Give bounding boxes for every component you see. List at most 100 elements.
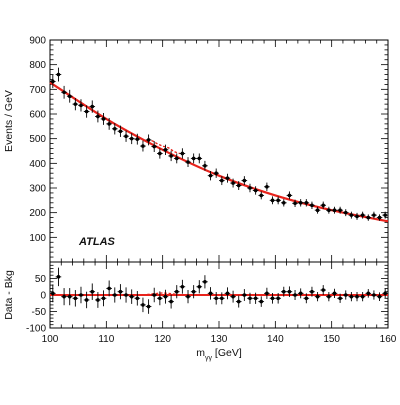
residual-data-marker: [141, 303, 145, 307]
main-data-marker: [253, 188, 258, 193]
residual-data-marker: [107, 286, 111, 291]
main-data-marker: [343, 210, 348, 215]
main-data-marker: [315, 208, 320, 212]
residual-data-point: [50, 284, 56, 303]
main-data-point: [331, 206, 338, 214]
residual-data-point: [123, 287, 129, 303]
residual-data-point: [190, 285, 197, 299]
main-data-marker: [152, 144, 157, 149]
main-data-point: [326, 206, 332, 214]
residual-data-marker: [51, 291, 55, 296]
residual-data-marker: [79, 293, 83, 297]
residual-data-point: [365, 289, 372, 298]
main-data-point: [252, 186, 259, 195]
residual-data-point: [134, 291, 141, 306]
main-data-marker: [349, 213, 354, 217]
main-data-point: [55, 67, 62, 82]
main-data-point: [145, 134, 152, 146]
residual-data-point: [213, 292, 219, 305]
residual-data-marker: [360, 294, 365, 299]
main-data-marker: [383, 213, 387, 217]
main-data-point: [303, 199, 310, 207]
xtick-label: 120: [154, 334, 171, 345]
residual-data-marker: [253, 296, 258, 301]
main-data-marker: [107, 122, 111, 126]
main-data-point: [275, 196, 281, 205]
residual-data-marker: [174, 289, 179, 294]
main-data-marker: [242, 178, 247, 183]
residual-data-point: [297, 288, 304, 299]
main-data-marker: [124, 134, 128, 138]
main-data-marker: [141, 144, 145, 148]
y-axis-label-residual: Data - Bkg: [3, 270, 15, 320]
main-data-marker: [197, 156, 202, 161]
residual-data-marker: [101, 296, 106, 301]
residual-data-point: [264, 287, 270, 299]
main-data-marker: [169, 154, 173, 158]
main-data-marker: [377, 215, 382, 220]
main-data-marker: [287, 193, 292, 198]
residual-data-point: [309, 286, 315, 297]
residual-data-marker: [349, 294, 354, 299]
residual-data-marker: [84, 298, 89, 302]
main-data-marker: [96, 114, 100, 119]
main-data-point: [111, 123, 118, 135]
residual-data-point: [207, 287, 214, 300]
residual-data-marker: [96, 298, 100, 302]
main-panel: 100 200 300 400 500 600 700 800 900 ATLAS: [29, 36, 389, 263]
residual-data-marker: [124, 293, 128, 297]
residual-data-point: [140, 297, 146, 313]
main-data-marker: [146, 138, 151, 142]
main-data-point: [128, 133, 135, 145]
xtick-label: 130: [211, 334, 228, 345]
main-data-point: [117, 125, 124, 137]
main-data-point: [314, 206, 321, 214]
main-data-marker: [79, 103, 83, 108]
main-data-point: [66, 89, 73, 103]
main-data-point: [258, 191, 265, 200]
residual-data-point: [235, 295, 242, 308]
residual-data-point: [151, 287, 158, 303]
residual-data-marker: [315, 294, 320, 299]
residual-data-point: [314, 292, 321, 302]
main-data-point: [162, 144, 169, 155]
residual-ytick-label: -50: [32, 307, 47, 318]
residual-data-marker: [304, 296, 309, 301]
main-data-point: [100, 113, 107, 125]
residual-ytick-label: 50: [35, 274, 47, 285]
main-data-marker: [248, 186, 252, 190]
main-data-point: [83, 105, 90, 118]
atlas-label: ATLAS: [78, 236, 116, 248]
main-data-marker: [310, 203, 314, 208]
residual-data-marker: [67, 294, 72, 299]
main-data-point: [106, 117, 112, 130]
residual-data-point: [230, 290, 236, 303]
main-data-point: [382, 211, 388, 219]
residual-data-marker: [197, 284, 202, 289]
main-data-marker: [259, 193, 264, 198]
residual-data-point: [258, 296, 265, 307]
main-data-point: [151, 141, 158, 152]
main-data-marker: [360, 213, 365, 217]
xtick-label: 160: [380, 334, 397, 345]
main-data-point: [219, 176, 225, 186]
residual-data-point: [61, 288, 67, 306]
residual-data-point: [78, 286, 84, 304]
residual-data-marker: [90, 289, 95, 294]
residual-data-marker: [321, 288, 326, 292]
main-data-point: [230, 178, 236, 188]
residual-data-point: [224, 287, 231, 300]
residual-data-point: [219, 292, 225, 305]
residual-data-marker: [220, 296, 224, 301]
residual-ytick-label: -100: [26, 324, 46, 335]
main-data-point: [72, 97, 79, 111]
residual-data-marker: [214, 296, 218, 301]
main-data-point: [320, 201, 327, 209]
residual-data-point: [337, 293, 343, 303]
residual-data-marker: [338, 296, 342, 301]
main-data-point: [297, 199, 304, 207]
residual-data-marker: [276, 296, 280, 301]
residual-panel: 50 0 -50 -100: [26, 261, 389, 335]
